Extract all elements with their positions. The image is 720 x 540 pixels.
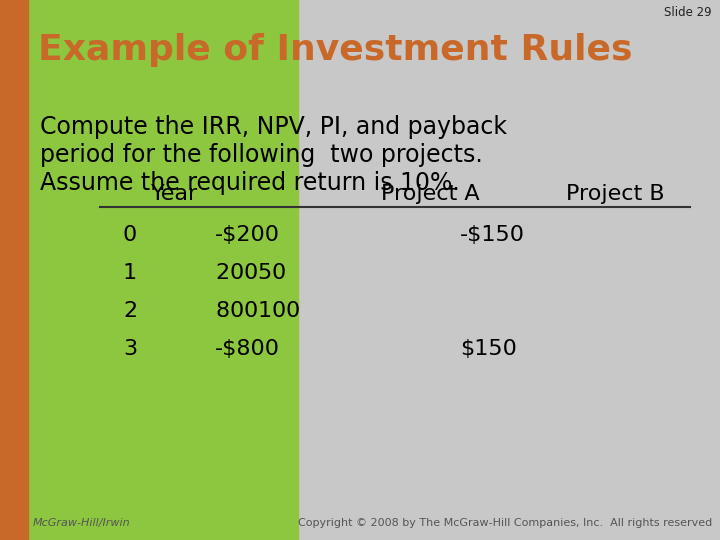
Text: McGraw-Hill/Irwin: McGraw-Hill/Irwin: [33, 518, 130, 528]
Text: 2: 2: [123, 301, 137, 321]
Text: -$800: -$800: [215, 339, 280, 359]
Text: -$200: -$200: [215, 225, 280, 245]
Text: -$150: -$150: [460, 225, 525, 245]
Bar: [28, 0, 298, 540]
Text: Project A: Project A: [381, 184, 480, 204]
Text: $800$100: $800$100: [215, 301, 300, 321]
Text: Slide 29: Slide 29: [665, 6, 712, 19]
Text: 0: 0: [123, 225, 137, 245]
Text: Compute the IRR, NPV, PI, and payback: Compute the IRR, NPV, PI, and payback: [40, 115, 507, 139]
Text: Copyright © 2008 by The McGraw-Hill Companies, Inc.  All rights reserved: Copyright © 2008 by The McGraw-Hill Comp…: [298, 518, 712, 528]
Text: Year: Year: [151, 184, 199, 204]
Text: Example of Investment Rules: Example of Investment Rules: [38, 33, 632, 67]
Bar: [0, 0, 28, 540]
Text: 1: 1: [123, 263, 137, 283]
Text: 3: 3: [123, 339, 137, 359]
Text: period for the following  two projects.: period for the following two projects.: [40, 143, 482, 167]
Text: $200$50: $200$50: [215, 263, 287, 283]
Text: $150: $150: [460, 339, 517, 359]
Text: Assume the required return is 10%.: Assume the required return is 10%.: [40, 171, 460, 195]
Text: Project B: Project B: [566, 184, 665, 204]
